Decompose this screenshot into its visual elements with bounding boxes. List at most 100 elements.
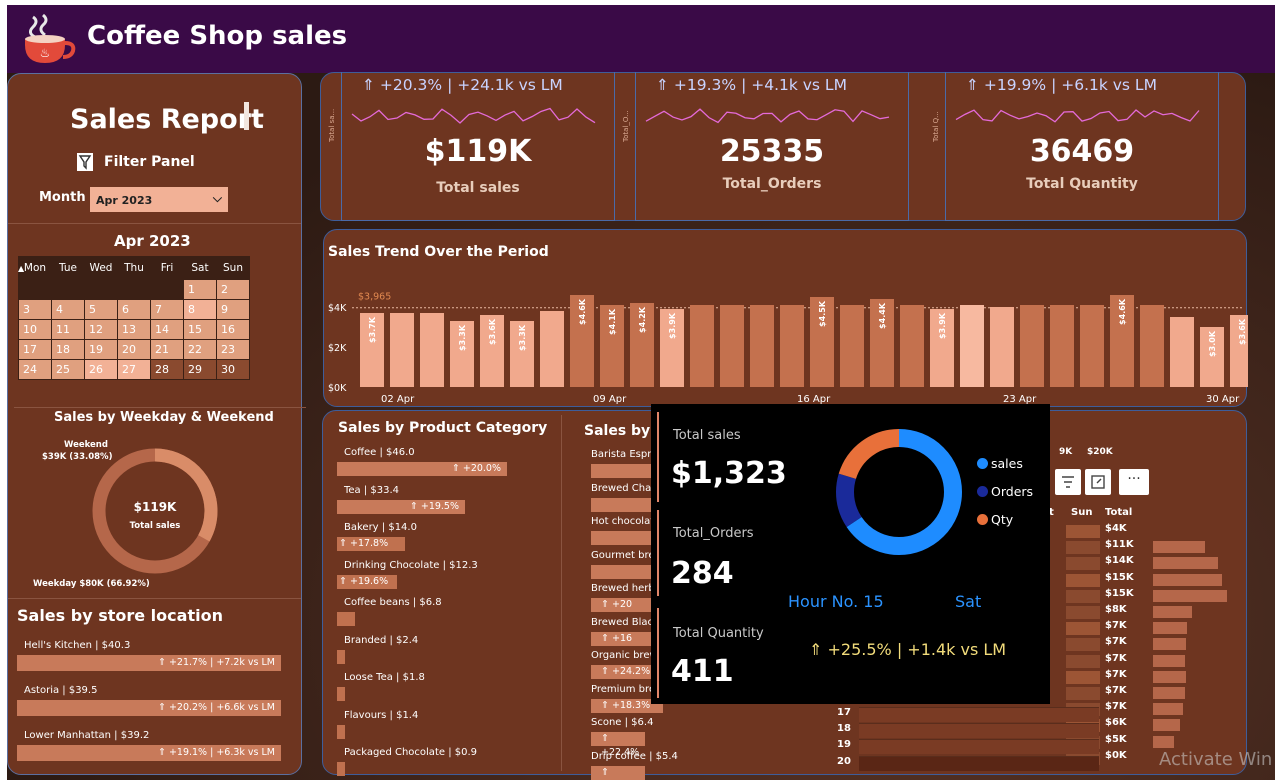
calendar-day-cell[interactable]: 8 xyxy=(184,300,216,319)
heatmap-row[interactable] xyxy=(859,723,1099,739)
calendar-day-cell[interactable]: 17 xyxy=(19,340,51,359)
trend-bar[interactable] xyxy=(900,305,924,387)
trend-bar[interactable] xyxy=(360,313,384,387)
calendar-day-cell[interactable]: 10 xyxy=(19,320,51,339)
heatmap-row[interactable] xyxy=(859,739,1099,755)
product-type-bar[interactable]: ⇑ +18.7% xyxy=(591,765,645,780)
trend-bar[interactable] xyxy=(420,313,444,387)
product-type-bar[interactable]: ⇑ +16 xyxy=(591,631,663,646)
weekday-donut-chart[interactable] xyxy=(92,448,218,574)
trend-bar[interactable] xyxy=(510,321,534,387)
calendar-day-cell[interactable]: 22 xyxy=(184,340,216,359)
calendar-day-cell[interactable]: 28 xyxy=(151,360,183,379)
trend-bar[interactable] xyxy=(930,309,954,387)
heatmap-row[interactable] xyxy=(859,707,1099,722)
calendar-day-cell[interactable]: 5 xyxy=(85,300,117,319)
calendar-day-cell[interactable]: 20 xyxy=(118,340,150,359)
trend-bar[interactable] xyxy=(540,311,564,387)
heatmap-total-bar[interactable] xyxy=(1153,703,1183,716)
trend-bar[interactable] xyxy=(990,307,1014,387)
heatmap-total-bar[interactable] xyxy=(1153,573,1222,586)
trend-bar[interactable] xyxy=(1050,305,1074,387)
calendar-day-cell[interactable]: 3 xyxy=(19,300,51,319)
heatmap-cell[interactable] xyxy=(1065,686,1101,701)
store-bar[interactable]: ⇑ +19.1% | +6.3k vs LM xyxy=(17,745,281,761)
product-type-bar[interactable] xyxy=(591,564,663,579)
calendar-day-cell[interactable]: 7 xyxy=(151,300,183,319)
category-bar[interactable] xyxy=(337,649,345,664)
calendar-day-cell[interactable]: 2 xyxy=(217,280,249,299)
kpi-card[interactable]: ⇑ +19.3% | +4.1k vs LM Total_O... 25335 Tot… xyxy=(622,72,909,221)
trend-bar[interactable] xyxy=(600,305,624,387)
heatmap-row[interactable] xyxy=(859,755,1099,771)
focus-mode-button[interactable] xyxy=(1085,469,1111,495)
product-type-bar[interactable] xyxy=(591,464,663,478)
calendar-day-cell[interactable]: 25 xyxy=(52,360,84,379)
heatmap-cell[interactable] xyxy=(1065,588,1101,604)
product-type-bar[interactable]: ⇑ +18.3% xyxy=(591,698,663,713)
trend-bar[interactable] xyxy=(840,305,864,387)
trend-bar[interactable] xyxy=(720,305,744,387)
category-bar[interactable]: ⇑ +19.6% xyxy=(337,574,397,589)
calendar-day-cell[interactable]: 26 xyxy=(85,360,117,379)
calendar-day-cell[interactable]: 21 xyxy=(151,340,183,359)
heatmap-cell[interactable] xyxy=(1065,540,1101,556)
kpi-card[interactable]: ⇑ +20.3% | +24.1k vs LM Total sa... $119K T… xyxy=(328,72,615,221)
heatmap-cell[interactable] xyxy=(1065,605,1101,620)
more-options-button[interactable]: ··· xyxy=(1119,469,1149,495)
heatmap-cell[interactable] xyxy=(1065,653,1101,669)
product-type-bar[interactable]: ⇑ +22.4% xyxy=(591,732,645,758)
heatmap-total-bar[interactable] xyxy=(1153,719,1180,732)
product-type-bar[interactable] xyxy=(591,497,663,512)
heatmap-cell[interactable] xyxy=(1065,621,1101,637)
calendar-day-cell[interactable]: 18 xyxy=(52,340,84,359)
calendar-day-cell[interactable]: 12 xyxy=(85,320,117,339)
heatmap-total-bar[interactable] xyxy=(1153,606,1192,618)
trend-bar[interactable] xyxy=(450,321,474,387)
trend-bar[interactable] xyxy=(810,297,834,387)
trend-bar[interactable] xyxy=(1110,295,1134,387)
calendar-day-cell[interactable]: 13 xyxy=(118,320,150,339)
heatmap-total-bar[interactable] xyxy=(1153,622,1187,635)
heatmap-total-bar[interactable] xyxy=(1153,557,1218,570)
category-bar[interactable]: ⇑ +20.0% xyxy=(337,462,507,476)
category-bar[interactable]: ⇑ +17.8% xyxy=(337,537,405,551)
category-bar[interactable] xyxy=(337,762,345,776)
calendar-day-cell[interactable]: 23 xyxy=(217,340,249,359)
month-dropdown[interactable]: Apr 2023 ⌵ xyxy=(90,187,228,212)
heatmap-cell[interactable] xyxy=(1065,637,1101,653)
calendar-day-cell[interactable]: 6 xyxy=(118,300,150,319)
calendar-day-cell[interactable]: 16 xyxy=(217,320,249,339)
scroll-up-icon[interactable]: ▲ xyxy=(18,264,25,273)
sales-trend-chart[interactable]: $4K $2K $0K $3,965 $3.7K $3.3K $3.6K $3.3K $4.6K… xyxy=(324,230,1248,408)
product-type-bar[interactable] xyxy=(591,531,663,545)
heatmap-total-bar[interactable] xyxy=(1153,541,1205,554)
calendar-day-cell[interactable]: 29 xyxy=(184,360,216,379)
heatmap-total-bar[interactable] xyxy=(1153,687,1185,699)
heatmap-cell[interactable] xyxy=(1065,669,1101,685)
store-bar[interactable]: ⇑ +20.2% | +6.6k vs LM xyxy=(17,700,281,716)
heatmap-total-bar[interactable] xyxy=(1153,589,1227,602)
weekend-slice[interactable] xyxy=(92,448,218,574)
trend-bar[interactable] xyxy=(390,313,414,387)
category-bar[interactable]: ⇑ +19.5% xyxy=(337,499,465,514)
calendar-day-cell[interactable]: 4 xyxy=(52,300,84,319)
trend-bar[interactable] xyxy=(1020,305,1044,387)
calendar-day-cell[interactable]: 9 xyxy=(217,300,249,319)
product-type-bar[interactable]: ⇑ +24.2% xyxy=(591,665,663,679)
trend-bar[interactable] xyxy=(750,305,774,387)
heatmap-total-bar[interactable] xyxy=(1153,654,1185,667)
calendar-day-cell[interactable]: 14 xyxy=(151,320,183,339)
category-bar[interactable] xyxy=(337,687,345,701)
product-type-bar[interactable]: ⇑ +20 xyxy=(591,598,663,612)
trend-bar[interactable] xyxy=(480,315,504,387)
heatmap-total-bar[interactable] xyxy=(1153,670,1186,683)
heatmap-cell[interactable] xyxy=(1065,556,1101,572)
trend-bar[interactable] xyxy=(1140,305,1164,387)
trend-bar[interactable] xyxy=(1200,327,1224,387)
trend-bar[interactable] xyxy=(960,305,984,387)
calendar-day-cell[interactable]: 11 xyxy=(52,320,84,339)
calendar-day-cell[interactable]: 24 xyxy=(19,360,51,379)
trend-bar[interactable] xyxy=(690,305,714,387)
calendar-day-cell[interactable]: 1 xyxy=(184,280,216,299)
